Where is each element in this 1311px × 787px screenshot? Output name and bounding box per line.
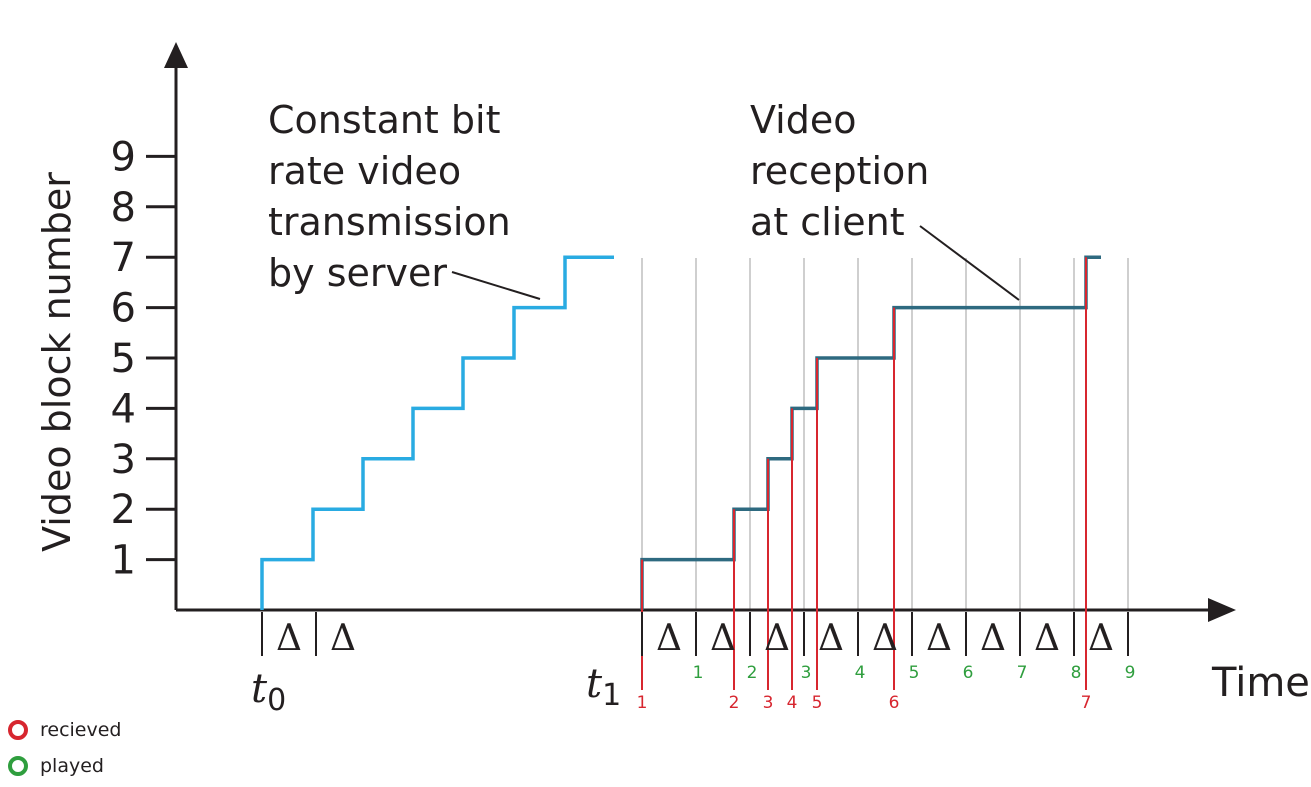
played-circle-icon	[8, 756, 28, 776]
y-tick-label: 7	[111, 235, 136, 281]
y-tick-label: 2	[111, 487, 136, 533]
received-label: 4	[787, 693, 798, 713]
client-reception-line	[640, 255, 1101, 610]
received-label: 2	[729, 693, 740, 713]
received-label: 3	[763, 693, 774, 713]
legend-received-label: recieved	[40, 719, 122, 741]
client-annotation-line-3: at client	[750, 200, 905, 244]
received-circle-icon	[8, 720, 28, 740]
played-label: 2	[747, 663, 758, 683]
client-annotation: Video reception at client	[750, 98, 1020, 301]
delta-symbol: Δ	[1034, 618, 1060, 659]
delta-symbol: Δ	[818, 618, 844, 659]
delta-symbol: Δ	[872, 618, 898, 659]
played-label: 5	[909, 663, 920, 683]
played-label: 9	[1125, 663, 1136, 683]
x-axis-arrow-icon	[1208, 598, 1236, 622]
server-annotation: Constant bit rate video transmission by …	[268, 98, 541, 300]
delta-symbol: Δ	[1088, 618, 1114, 659]
server-annotation-line-1: Constant bit	[268, 98, 501, 142]
played-label: 8	[1071, 663, 1082, 683]
client-annotation-line-2: reception	[750, 149, 929, 193]
received-label: 6	[889, 693, 900, 713]
received-label: 7	[1081, 693, 1092, 713]
y-tick-label: 8	[111, 185, 136, 231]
played-label: 7	[1017, 663, 1028, 683]
server-annotation-line-3: transmission	[268, 200, 511, 244]
y-tick-label: 6	[111, 286, 136, 332]
server-annotation-line-2: rate video	[268, 149, 461, 193]
legend-played-label: played	[40, 755, 104, 777]
y-tick-label: 5	[111, 336, 136, 382]
delta-symbol: Δ	[276, 618, 302, 659]
y-tick-label: 9	[111, 134, 136, 180]
delta-symbol: Δ	[926, 618, 952, 659]
delta-symbol: Δ	[980, 618, 1006, 659]
legend-received: recieved	[8, 712, 122, 748]
received-label: 1	[637, 693, 648, 713]
played-markers: 1 2 3 4 5 6 7 8 9	[693, 663, 1136, 683]
played-label: 6	[963, 663, 974, 683]
played-label: 1	[693, 663, 704, 683]
server-callout-line	[451, 271, 541, 300]
delta-symbol: Δ	[656, 618, 682, 659]
server-transmission-line	[260, 255, 614, 610]
server-annotation-line-4: by server	[268, 251, 447, 295]
t1-label: t1	[586, 661, 621, 713]
t0-label: t0	[251, 666, 286, 718]
received-label: 5	[812, 693, 823, 713]
played-label: 3	[801, 663, 812, 683]
played-gridlines	[641, 258, 1129, 610]
played-label: 4	[855, 663, 866, 683]
y-ticks: 1 23 456 78 9	[111, 134, 176, 584]
legend: recieved played	[8, 712, 122, 784]
y-tick-label: 3	[111, 437, 136, 483]
client-annotation-line-1: Video	[750, 98, 856, 142]
y-axis-arrow-icon	[164, 42, 188, 68]
y-tick-label: 4	[111, 386, 136, 432]
x-axis-label: Time	[1211, 660, 1310, 706]
legend-played: played	[8, 748, 122, 784]
y-axis-label: Video block number	[35, 172, 79, 552]
delta-symbol: Δ	[764, 618, 790, 659]
y-tick-label: 1	[111, 538, 136, 584]
delta-symbol: Δ	[330, 618, 356, 659]
delta-symbol: Δ	[710, 618, 736, 659]
client-callout-line	[919, 225, 1020, 301]
